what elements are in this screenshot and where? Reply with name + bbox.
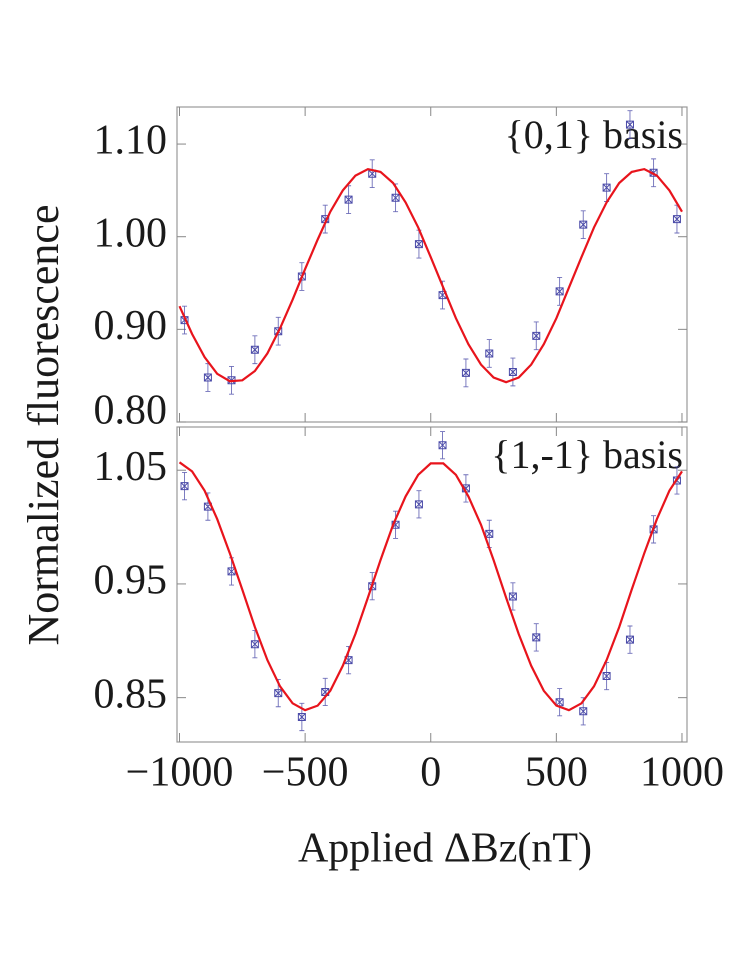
data-point xyxy=(414,500,423,509)
data-point xyxy=(461,368,470,377)
data-point xyxy=(579,707,588,716)
data-point xyxy=(274,689,283,698)
data-point xyxy=(625,120,634,129)
panel-label: {1,-1} basis xyxy=(491,432,683,477)
data-point xyxy=(508,592,517,601)
data-point xyxy=(602,183,611,192)
data-point xyxy=(532,633,541,642)
y-tick-label: 0.85 xyxy=(94,671,168,717)
data-point xyxy=(485,349,494,358)
y-tick-label: 0.90 xyxy=(94,303,168,349)
x-tick-label: −500 xyxy=(262,750,349,796)
data-point xyxy=(297,712,306,721)
data-point xyxy=(203,373,212,382)
y-tick-label: 1.05 xyxy=(94,444,168,490)
data-point xyxy=(414,240,423,249)
x-tick-label: −1000 xyxy=(126,750,234,796)
plot-frame xyxy=(176,106,688,423)
data-point xyxy=(532,331,541,340)
data-point xyxy=(555,698,564,707)
fit-curve xyxy=(178,461,683,712)
y-tick-label: 0.80 xyxy=(94,388,168,434)
x-tick-label: 500 xyxy=(525,750,588,796)
data-point xyxy=(250,640,259,649)
x-tick-label: 0 xyxy=(420,750,441,796)
data-point xyxy=(438,441,447,450)
x-axis-label: Applied ΔBz(nT) xyxy=(298,826,592,872)
y-tick-label: 1.10 xyxy=(94,118,168,164)
data-point xyxy=(602,672,611,681)
x-tick-label: 1000 xyxy=(640,750,724,796)
fit-curve xyxy=(178,167,683,384)
data-point xyxy=(672,215,681,224)
data-point xyxy=(250,345,259,354)
data-point xyxy=(391,193,400,202)
data-point xyxy=(227,567,236,576)
data-point xyxy=(579,220,588,229)
data-point xyxy=(180,482,189,491)
data-point xyxy=(344,195,353,204)
data-point xyxy=(555,287,564,296)
data-point xyxy=(625,635,634,644)
panel-label: {0,1} basis xyxy=(505,112,683,157)
plot-frame xyxy=(176,426,688,743)
data-point xyxy=(508,367,517,376)
y-tick-label: 0.95 xyxy=(94,558,168,604)
y-axis-label: Normalized fluorescence xyxy=(19,205,68,646)
y-tick-label: 1.00 xyxy=(94,210,168,256)
